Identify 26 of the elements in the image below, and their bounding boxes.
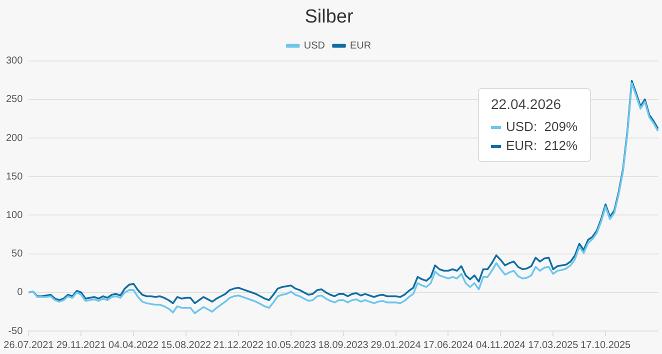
legend-label: EUR — [350, 40, 372, 52]
x-tick-label: 21.12.2022 — [213, 340, 264, 351]
annotation: USD: 209% — [505, 118, 578, 136]
x-tick-label: 10.05.2023 — [266, 340, 316, 351]
annotation: EUR: 212% — [505, 137, 578, 155]
y-tick-label: -50 — [8, 326, 24, 337]
x-tick-label: 29.01.2024 — [370, 340, 422, 351]
y-tick-label: 300 — [6, 56, 24, 67]
y-tick-label: 100 — [6, 210, 24, 221]
chart-title: Silber — [304, 6, 354, 28]
legend-label: USD — [304, 40, 326, 52]
annotation: 22.04.2026 — [491, 95, 562, 114]
y-tick-label: 250 — [6, 94, 24, 106]
y-tick-label: 50 — [12, 248, 24, 260]
x-tick-label: 17.06.2024 — [423, 340, 474, 351]
x-tick-label: 17.03.2025 — [528, 340, 579, 351]
y-tick-label: 200 — [6, 132, 24, 144]
y-tick-label: 150 — [6, 171, 24, 182]
x-tick-label: 15.08.2022 — [160, 340, 212, 351]
x-tick-label: 29.11.2021 — [56, 340, 106, 351]
x-tick-label: 26.07.2021 — [4, 340, 54, 351]
x-tick-label: 04.11.2024 — [476, 340, 526, 351]
x-tick-label: 18.09.2023 — [318, 340, 369, 351]
x-tick-label: 04.04.2022 — [108, 340, 160, 351]
x-tick-label: 17.10.2025 — [580, 340, 632, 351]
y-tick-label: 0 — [17, 287, 24, 298]
